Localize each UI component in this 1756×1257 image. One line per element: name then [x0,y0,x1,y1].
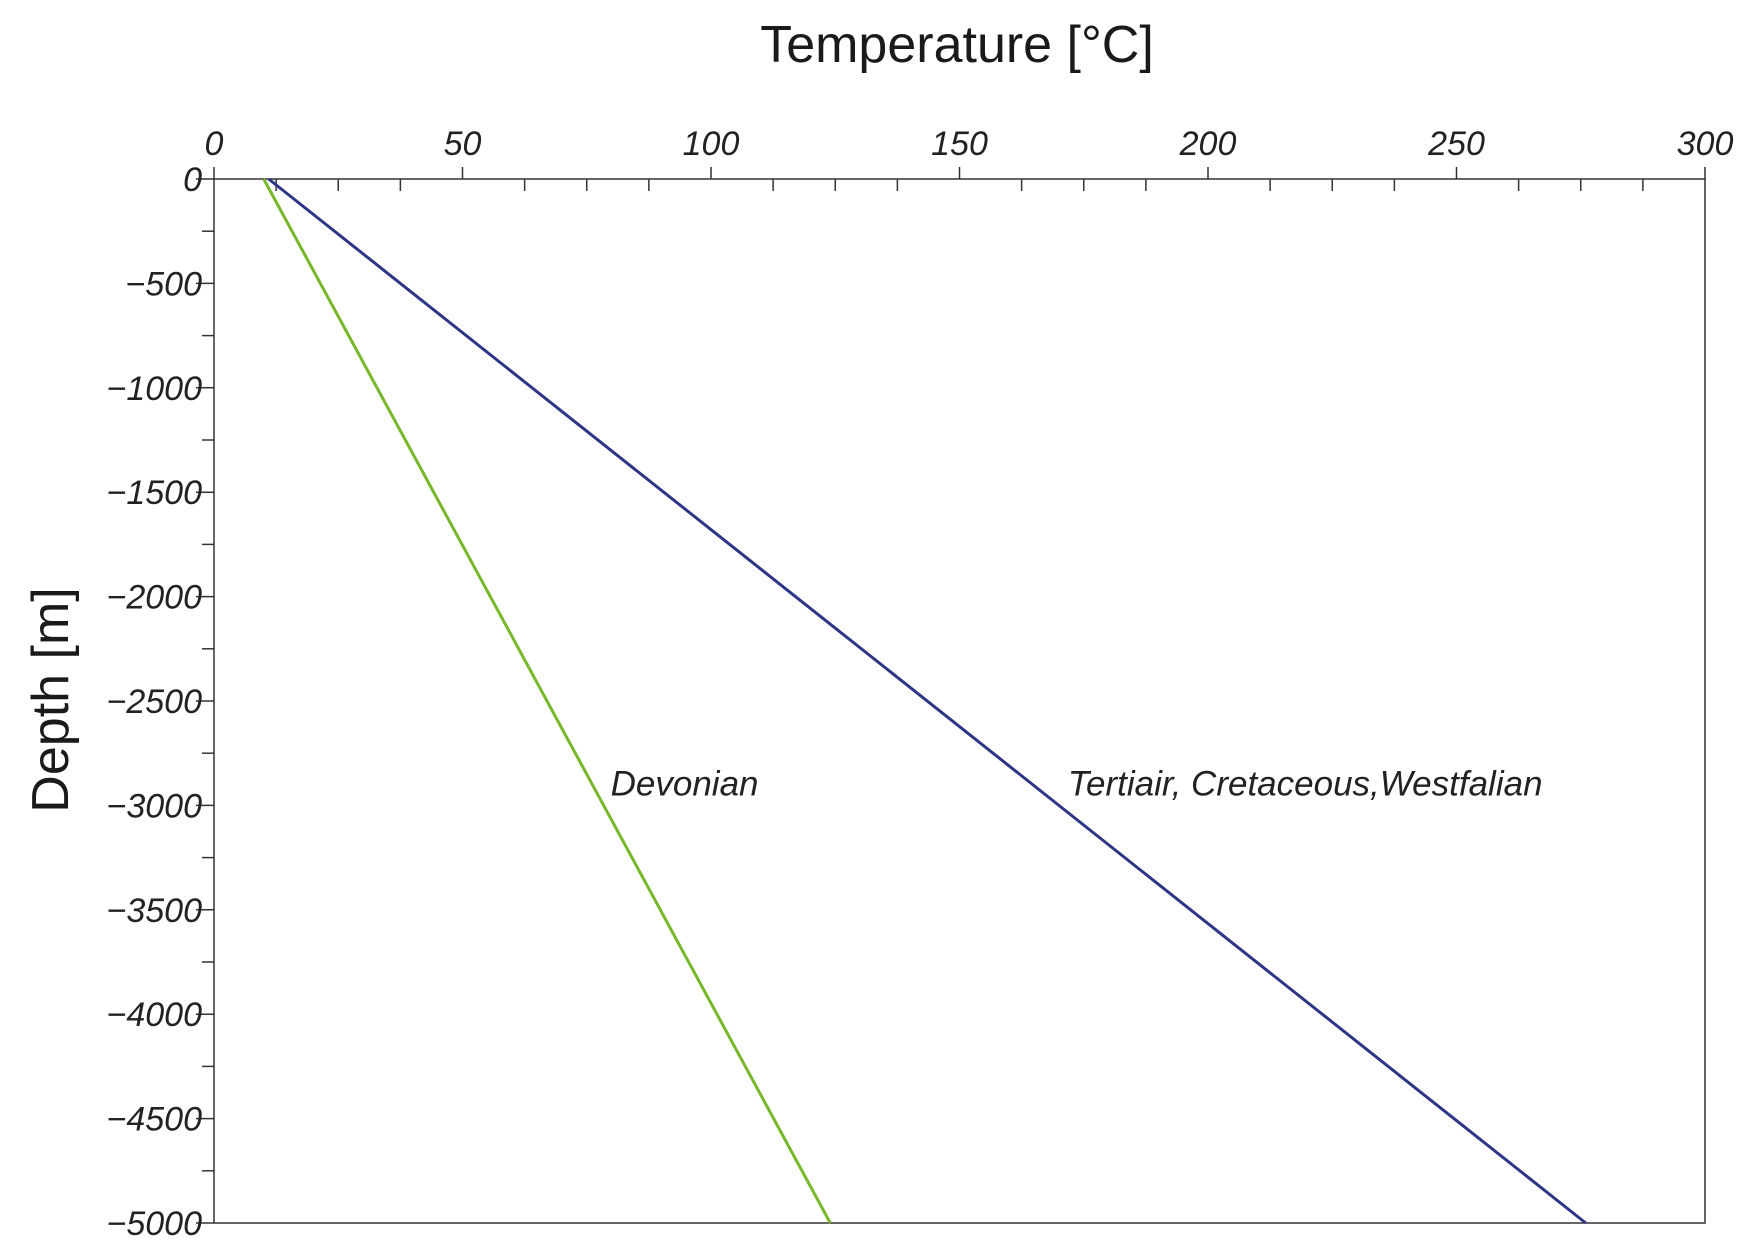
x-axis-label: Temperature [°C] [760,16,1154,74]
y-tick-label: −5000 [107,1205,203,1243]
y-tick-label: −3500 [107,892,203,930]
x-tick-label: 200 [1179,125,1237,163]
y-tick-label: −4500 [107,1101,203,1139]
y-tick-label: −1500 [107,474,203,512]
x-tick-label: 300 [1677,125,1734,163]
y-tick-label: −1000 [107,370,203,408]
x-tick-label: 150 [931,125,988,163]
series-annotation: Devonian [611,764,759,803]
x-tick-label: 100 [683,125,740,163]
series-annotation: Tertiair, Cretaceous,Westfalian [1068,764,1543,803]
x-tick-label: 250 [1427,125,1485,163]
x-tick-label: 50 [444,125,482,163]
y-tick-label: −3000 [107,787,203,825]
y-tick-label: −500 [125,265,202,303]
y-tick-label: −2000 [107,579,203,617]
y-axis-label: Depth [m] [22,587,80,812]
x-tick-label: 0 [205,125,224,163]
plot-frame [213,178,1706,1224]
y-tick-label: −4000 [107,996,203,1034]
series-line [267,177,1587,1225]
y-tick-label: −2500 [107,683,203,721]
series-line [262,178,832,1224]
y-tick-label: 0 [183,161,202,199]
